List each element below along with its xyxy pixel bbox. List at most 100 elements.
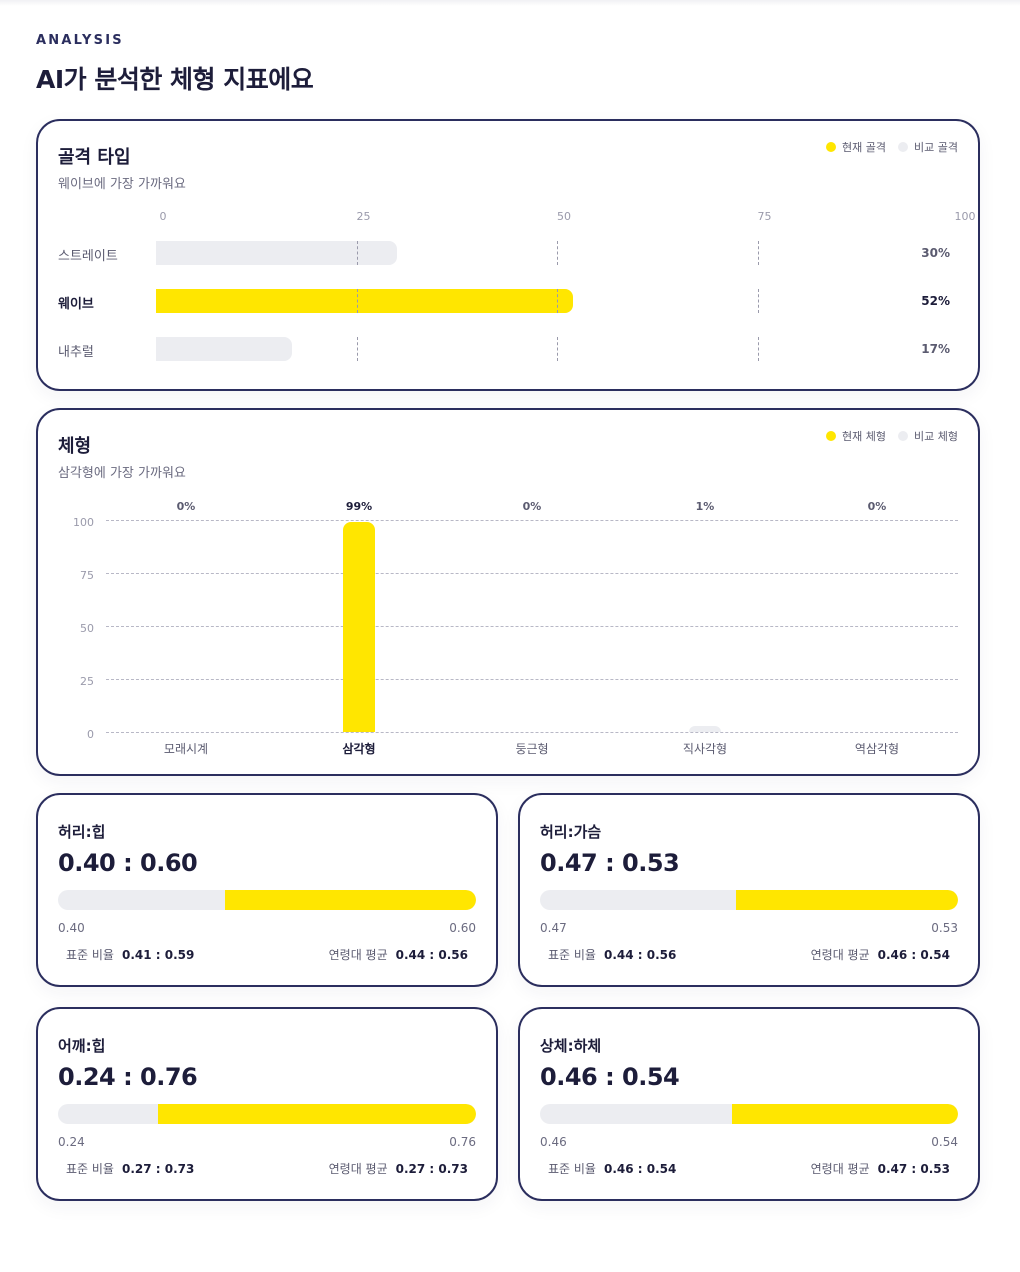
ratio-fill bbox=[158, 1104, 476, 1124]
bone-row-percent: 17% bbox=[921, 342, 950, 356]
body-bar-percent: 0% bbox=[522, 500, 542, 513]
body-type-legend: 현재 체형 비교 체형 bbox=[826, 428, 958, 444]
age-average-label: 연령대 평균 bbox=[810, 1162, 870, 1176]
grid-line bbox=[106, 573, 958, 574]
ratio-title: 허리:힙 bbox=[58, 823, 106, 841]
grid-line bbox=[106, 626, 958, 627]
y-tick-label: 0 bbox=[87, 728, 94, 741]
ratio-fill bbox=[225, 890, 476, 910]
standard-ratio: 표준 비율 0.46 : 0.54 bbox=[548, 1160, 676, 1177]
ratio-left-label: 0.24 bbox=[58, 1135, 85, 1149]
grid-line bbox=[106, 732, 958, 733]
grid-line bbox=[106, 679, 958, 680]
age-average-value: 0.46 : 0.54 bbox=[877, 948, 950, 962]
standard-ratio-value: 0.41 : 0.59 bbox=[121, 948, 195, 962]
bone-row-label: 내추럴 bbox=[58, 345, 94, 360]
standard-ratio: 표준 비율 0.44 : 0.56 bbox=[548, 946, 676, 963]
x-tick-label: 50 bbox=[557, 210, 571, 223]
ratio-value: 0.47 : 0.53 bbox=[540, 849, 680, 877]
ratio-value: 0.40 : 0.60 bbox=[58, 849, 198, 877]
x-tick-label: 0 bbox=[159, 210, 167, 223]
body-category-label: 삼각형 bbox=[342, 742, 376, 756]
grid-line bbox=[757, 241, 759, 265]
standard-ratio-value: 0.27 : 0.73 bbox=[121, 1162, 195, 1176]
legend-current-label: 현재 체형 bbox=[842, 430, 887, 443]
ratio-right-label: 0.60 bbox=[449, 921, 476, 935]
grid-line bbox=[356, 241, 358, 265]
age-average-ratio: 연령대 평균 0.47 : 0.53 bbox=[811, 1160, 950, 1177]
ratio-card: 상체:하체 0.46 : 0.54 0.46 0.54 표준 비율 0.46 : 0.54… bbox=[518, 1007, 980, 1201]
bone-bar bbox=[156, 241, 397, 265]
x-tick-label: 100 bbox=[954, 210, 976, 223]
top-shadow bbox=[0, 0, 1020, 6]
grid-line bbox=[757, 337, 759, 361]
ratio-title: 상체:하체 bbox=[540, 1037, 602, 1055]
standard-ratio-label: 표준 비율 bbox=[548, 1162, 596, 1176]
ratio-title: 어깨:힙 bbox=[58, 1037, 106, 1055]
legend-current: 현재 체형 bbox=[826, 428, 886, 444]
legend-compare: 비교 체형 bbox=[898, 428, 958, 444]
grid-line bbox=[757, 289, 759, 313]
age-average-label: 연령대 평균 bbox=[328, 1162, 388, 1176]
y-tick-label: 75 bbox=[80, 569, 94, 582]
bone-type-title: 골격 타입 bbox=[58, 147, 131, 168]
body-category-label: 둥근형 bbox=[515, 742, 549, 756]
legend-current: 현재 골격 bbox=[826, 139, 886, 155]
ratio-fill bbox=[732, 1104, 958, 1124]
age-average-ratio: 연령대 평균 0.27 : 0.73 bbox=[329, 1160, 468, 1177]
body-bar-percent: 0% bbox=[867, 500, 887, 513]
body-type-card: 체형 삼각형에 가장 가까워요 현재 체형 비교 체형 0 25 50 75 100 0%… bbox=[36, 408, 980, 776]
legend-dot-current-icon bbox=[826, 431, 837, 441]
grid-line bbox=[557, 241, 558, 265]
ratio-value: 0.46 : 0.54 bbox=[540, 1063, 680, 1091]
bone-row-percent: 52% bbox=[921, 294, 950, 308]
standard-ratio: 표준 비율 0.41 : 0.59 bbox=[66, 946, 194, 963]
ratio-track bbox=[58, 1104, 476, 1124]
bone-type-subtitle: 웨이브에 가장 가까워요 bbox=[58, 177, 186, 192]
ratio-card: 허리:가슴 0.47 : 0.53 0.47 0.53 표준 비율 0.44 : 0.56… bbox=[518, 793, 980, 987]
standard-ratio-label: 표준 비율 bbox=[66, 1162, 114, 1176]
y-tick-label: 50 bbox=[80, 622, 94, 635]
bone-type-card: 골격 타입 웨이브에 가장 가까워요 현재 골격 비교 골격 0 25 50 75 10… bbox=[36, 119, 980, 391]
grid-line bbox=[356, 289, 358, 313]
ratio-card: 어깨:힙 0.24 : 0.76 0.24 0.76 표준 비율 0.27 : 0.73 연… bbox=[36, 1007, 498, 1201]
standard-ratio-label: 표준 비율 bbox=[548, 948, 596, 962]
age-average-value: 0.27 : 0.73 bbox=[395, 1162, 468, 1176]
bone-row-percent: 30% bbox=[921, 246, 950, 260]
bone-bar bbox=[156, 337, 293, 361]
body-bar-percent: 99% bbox=[345, 500, 373, 513]
legend-compare: 비교 골격 bbox=[898, 139, 958, 155]
age-average-value: 0.44 : 0.56 bbox=[395, 948, 468, 962]
age-average-label: 연령대 평균 bbox=[810, 948, 870, 962]
grid-line bbox=[557, 337, 558, 361]
body-bar bbox=[343, 522, 375, 732]
body-bar-percent: 0% bbox=[176, 500, 196, 513]
ratio-left-label: 0.46 bbox=[540, 1135, 567, 1149]
bone-row-label: 웨이브 bbox=[58, 297, 94, 312]
standard-ratio: 표준 비율 0.27 : 0.73 bbox=[66, 1160, 194, 1177]
ratio-right-label: 0.54 bbox=[931, 1135, 958, 1149]
body-type-subtitle: 삼각형에 가장 가까워요 bbox=[58, 466, 186, 481]
legend-dot-compare-icon bbox=[898, 431, 909, 441]
y-tick-label: 25 bbox=[80, 675, 94, 688]
ratio-right-label: 0.76 bbox=[449, 1135, 476, 1149]
body-category-label: 직사각형 bbox=[682, 742, 728, 756]
standard-ratio-value: 0.44 : 0.56 bbox=[603, 948, 677, 962]
grid-line bbox=[557, 289, 558, 313]
standard-ratio-label: 표준 비율 bbox=[66, 948, 114, 962]
bone-type-legend: 현재 골격 비교 골격 bbox=[826, 139, 958, 155]
standard-ratio-value: 0.46 : 0.54 bbox=[603, 1162, 677, 1176]
legend-dot-compare-icon bbox=[898, 142, 909, 152]
age-average-ratio: 연령대 평균 0.44 : 0.56 bbox=[329, 946, 468, 963]
grid-line bbox=[356, 337, 358, 361]
x-tick-label: 25 bbox=[356, 210, 371, 223]
y-tick-label: 100 bbox=[73, 516, 94, 529]
ratio-track bbox=[58, 890, 476, 910]
ratio-fill bbox=[736, 890, 958, 910]
bone-bar bbox=[156, 289, 574, 313]
legend-compare-label: 비교 골격 bbox=[914, 141, 958, 154]
legend-compare-label: 비교 체형 bbox=[914, 430, 958, 443]
ratio-title: 허리:가슴 bbox=[540, 823, 602, 841]
page-title: AI가 분석한 체형 지표에요 bbox=[36, 65, 314, 94]
bone-row-label: 스트레이트 bbox=[58, 249, 118, 264]
